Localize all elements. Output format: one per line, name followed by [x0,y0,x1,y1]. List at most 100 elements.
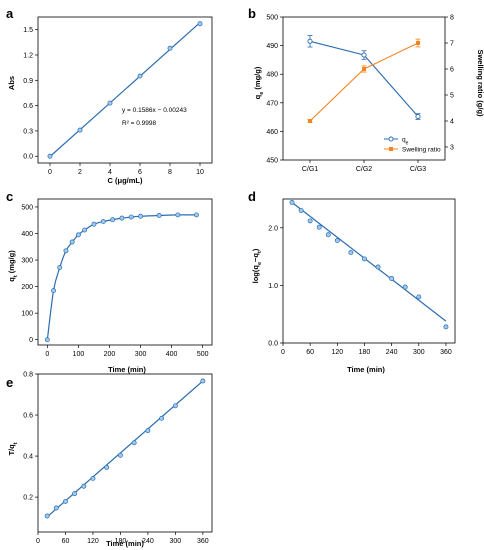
b-y2-tick-label: 5 [450,93,454,100]
d-data-point [348,250,354,256]
panel-letter-a: a [6,6,14,21]
d-data-point [325,232,331,238]
c-data-point [91,221,97,227]
b-swelling-data-point [416,41,420,45]
panel-letter-d: d [248,189,256,204]
c-data-point [100,219,106,225]
c-data-point [156,213,162,218]
e-ylabel: T/qt [7,442,19,455]
a-y-tick-label: 0.9 [23,78,33,85]
a-x-tick-label: 0 [48,169,52,176]
b-qe-data-point [307,38,313,44]
a-x-tick-label: 4 [108,169,112,176]
b-plot-frame [282,16,446,161]
b-category-label: C/G1 [302,166,318,173]
e-x-tick-label: 360 [197,538,209,545]
b-y2-tick-label: 8 [450,15,454,22]
d-x-tick-label: 120 [331,349,343,356]
a-y-tick-label: 0.3 [23,128,33,135]
d-x-tick-label: 360 [440,349,452,356]
d-data-point [389,276,395,281]
e-data-point [172,403,178,409]
e-y-tick-label: 0.2 [23,495,33,502]
d-data-point [443,324,449,330]
b-legend: qe Swelling ratio [384,137,441,154]
b-category-label: C/G3 [410,166,426,173]
c-data-point [194,212,199,218]
e-y-tick-label: 0.6 [23,413,33,420]
b-qe-data-point [361,52,367,58]
d-xlabel: Time (min) [347,365,385,374]
c-plot-frame [37,198,213,346]
b-y2label: Swelling ratio (g/g) [476,49,484,117]
a-x-tick-label: 10 [196,169,204,176]
c-y-tick-label: 200 [21,284,33,291]
a-y-tick-label: 1.5 [23,27,33,34]
c-x-tick-label: 100 [73,351,85,358]
c-y-tick-label: 100 [21,311,33,318]
e-x-tick-label: 60 [62,538,70,545]
e-x-tick-label: 180 [115,538,127,545]
c-x-tick-label: 200 [104,351,116,358]
b-y-tick-label: 490 [266,43,278,50]
d-data-point [316,224,322,230]
b-swelling-data-point [308,119,312,123]
c-series-curve [46,214,197,340]
c-x-tick-label: 0 [45,351,49,358]
panel-letter-c: c [6,189,13,204]
e-data-point [44,513,50,519]
e-data-point [72,491,78,497]
legend-qe-marker [388,136,394,142]
d-data-point [289,200,295,205]
c-data-point [63,248,69,254]
d-y-tick-label: 2.0 [268,225,278,232]
d-data-point [307,218,313,224]
e-data-point [159,415,165,421]
a-data-point [137,73,143,79]
c-xlabel: Time (min) [108,365,146,374]
e-x-tick-label: 0 [36,538,40,545]
e-x-tick-label: 300 [170,538,182,545]
legend-qe-label: qe [402,137,409,147]
e-fit-line [46,380,204,518]
d-x-tick-label: 240 [386,349,398,356]
legend-swelling-label: Swelling ratio [402,147,441,154]
d-x-tick-label: 180 [359,349,371,356]
a-x-tick-label: 2 [78,169,82,176]
c-data-point [110,217,116,223]
b-y2-tick-label: 4 [450,119,454,126]
c-data-point [51,288,56,294]
a-data-point [47,153,53,159]
b-swelling-data-point [362,67,366,71]
b-y-tick-label: 450 [266,158,278,165]
e-plot-frame [37,373,213,533]
d-y-tick-label: 0.0 [268,341,278,348]
c-data-point [138,213,143,219]
c-data-point [57,265,63,270]
d-y-tick-label: 1.0 [268,283,278,290]
b-category-label: C/G2 [356,166,372,173]
b-y-tick-label: 480 [266,72,278,79]
d-data-point [362,256,367,262]
c-y-tick-label: 500 [21,204,33,211]
a-r-squared: R² = 0.9998 [122,120,157,127]
d-ylabel: log(qe−qt) [251,248,263,283]
e-data-point [117,452,123,458]
a-x-tick-label: 8 [168,169,172,176]
e-y-tick-label: 0.8 [23,372,33,379]
plots: 0 2 4 6 8 100.00.30.60.91.21.50 60 120 180 240 300… [21,15,456,545]
legend-swelling-marker [389,147,393,151]
d-fit-line [291,202,447,322]
d-data-point [298,208,304,213]
c-data-point [75,232,81,238]
panel-letter-b: b [248,6,256,21]
e-x-tick-label: 120 [87,538,99,545]
d-x-tick-label: 0 [281,349,285,356]
c-y-tick-label: 400 [21,231,33,238]
c-data-point [44,337,50,343]
c-data-point [119,215,125,221]
e-data-point [131,440,137,446]
a-data-point [167,45,173,51]
e-x-tick-label: 240 [142,538,154,545]
